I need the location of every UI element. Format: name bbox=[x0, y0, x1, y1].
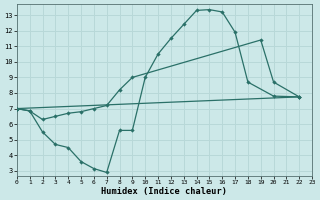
X-axis label: Humidex (Indice chaleur): Humidex (Indice chaleur) bbox=[101, 187, 228, 196]
